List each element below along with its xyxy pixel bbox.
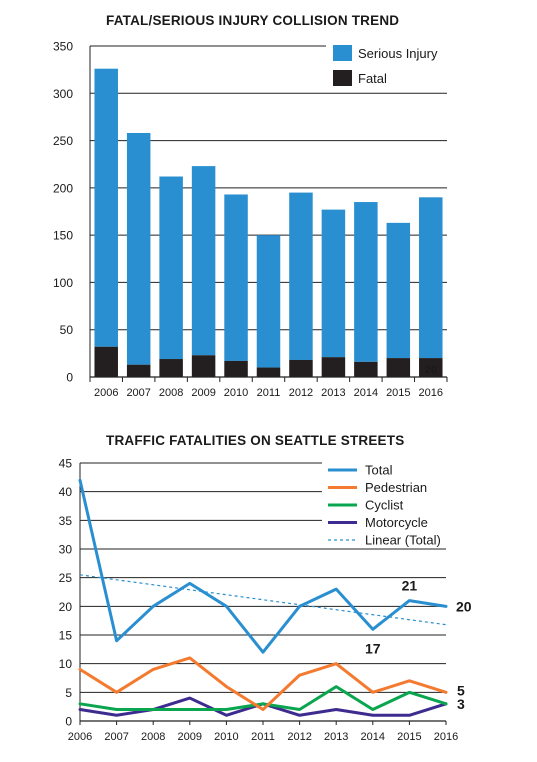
- legend-swatch-serious-injury: [333, 45, 352, 61]
- bar-fatal: [159, 359, 183, 377]
- y-tick-label: 200: [53, 181, 73, 195]
- y-tick-label: 15: [59, 629, 73, 643]
- bar-chart: 0 50 100 150 200 250 300 350 2006 2007 2008 2009 201…: [52, 39, 448, 399]
- bar-fatal: [224, 360, 248, 377]
- x-tick-label: 2013: [321, 387, 345, 399]
- series-line-pedestrian: [78, 656, 448, 712]
- legend-label-cyclist: Cyclist: [365, 498, 404, 513]
- bar-serious-injury: [386, 222, 411, 359]
- x-tick-label: 2015: [397, 731, 421, 743]
- bar-serious-injury: [256, 235, 281, 368]
- legend-label-fatal: Fatal: [358, 71, 387, 86]
- y-tick-label: 35: [59, 514, 73, 528]
- x-tick-label: 2009: [191, 387, 215, 399]
- x-tick-label: 2012: [289, 387, 313, 399]
- x-tick-label: 2008: [159, 387, 183, 399]
- x-tick-label: 2006: [94, 387, 118, 399]
- y-tick-label: 350: [53, 40, 73, 54]
- x-tick-label: 2010: [224, 387, 248, 399]
- x-tick-label: 2009: [178, 731, 202, 743]
- y-tick-label: 20: [59, 600, 73, 614]
- x-tick-label: 2012: [287, 731, 311, 743]
- bar-fatal: [256, 367, 281, 377]
- bar-serious-injury: [289, 192, 313, 360]
- x-tick-label: 2016: [434, 731, 458, 743]
- y-tick-label: 150: [53, 229, 73, 243]
- bar-fatal: [126, 364, 151, 377]
- bar-serious-injury: [224, 194, 248, 361]
- annotation-label: 17: [365, 640, 381, 656]
- y-tick-label: 5: [65, 686, 72, 700]
- annotation-label: 3: [457, 696, 465, 712]
- bar-fatal: [354, 361, 378, 377]
- y-tick-label: 10: [59, 657, 73, 671]
- x-tick-label: 2008: [141, 731, 165, 743]
- bar-serious-injury: [354, 202, 378, 362]
- bar-serious-injury: [419, 197, 443, 359]
- y-tick-label: 40: [59, 485, 73, 499]
- x-tick-label: 2006: [68, 731, 92, 743]
- bar-chart-title: FATAL/SERIOUS INJURY COLLISION TREND: [106, 13, 400, 28]
- bar-serious-injury: [321, 209, 346, 358]
- bar-fatal: [419, 358, 443, 377]
- x-tick-label: 2011: [257, 387, 281, 399]
- bar-fatal: [191, 355, 216, 377]
- legend-label-pedestrian: Pedestrian: [365, 480, 427, 495]
- y-tick-label: 50: [60, 323, 74, 337]
- bar-serious-injury: [191, 166, 216, 356]
- line-chart-title: TRAFFIC FATALITIES ON SEATTLE STREETS: [106, 433, 405, 448]
- annotation-label: 21: [402, 578, 418, 594]
- annotation-label: 5: [457, 682, 465, 698]
- bar-serious-injury: [159, 176, 183, 360]
- y-tick-label: 0: [65, 715, 72, 729]
- series-line-total: [78, 478, 448, 654]
- data-label: 20: [425, 364, 437, 376]
- x-tick-label: 2015: [386, 387, 410, 399]
- x-tick-label: 2007: [104, 731, 128, 743]
- trendline-linear-total: [79, 574, 447, 626]
- bar-fatal: [94, 346, 118, 377]
- y-tick-label: 250: [53, 134, 73, 148]
- legend-label-linear-total: Linear (Total): [365, 533, 441, 548]
- x-tick-label: 2013: [324, 731, 348, 743]
- legend-label-total: Total: [365, 463, 393, 478]
- x-tick-label: 2016: [419, 387, 443, 399]
- series-line-cyclist: [78, 685, 448, 712]
- y-tick-label: 100: [53, 276, 73, 290]
- annotation-label: 20: [456, 598, 472, 614]
- bar-fatal: [321, 357, 346, 377]
- y-tick-label: 30: [59, 543, 73, 557]
- bar-fatal: [386, 358, 411, 377]
- y-tick-label: 25: [59, 571, 73, 585]
- x-tick-label: 2010: [214, 731, 238, 743]
- legend-swatch-fatal: [333, 70, 352, 86]
- bar-serious-injury: [126, 133, 151, 365]
- y-tick-label: 300: [53, 87, 73, 101]
- x-tick-label: 2014: [354, 387, 378, 399]
- bar-fatal: [289, 359, 313, 377]
- y-tick-label: 45: [59, 457, 73, 471]
- x-tick-label: 2007: [126, 387, 150, 399]
- x-tick-label: 2014: [361, 731, 385, 743]
- legend-label-serious-injury: Serious Injury: [358, 46, 438, 61]
- legend-label-motorcycle: Motorcycle: [365, 515, 428, 530]
- x-tick-label: 2011: [251, 731, 275, 743]
- bar-serious-injury: [94, 68, 118, 347]
- y-tick-label: 0: [66, 371, 73, 385]
